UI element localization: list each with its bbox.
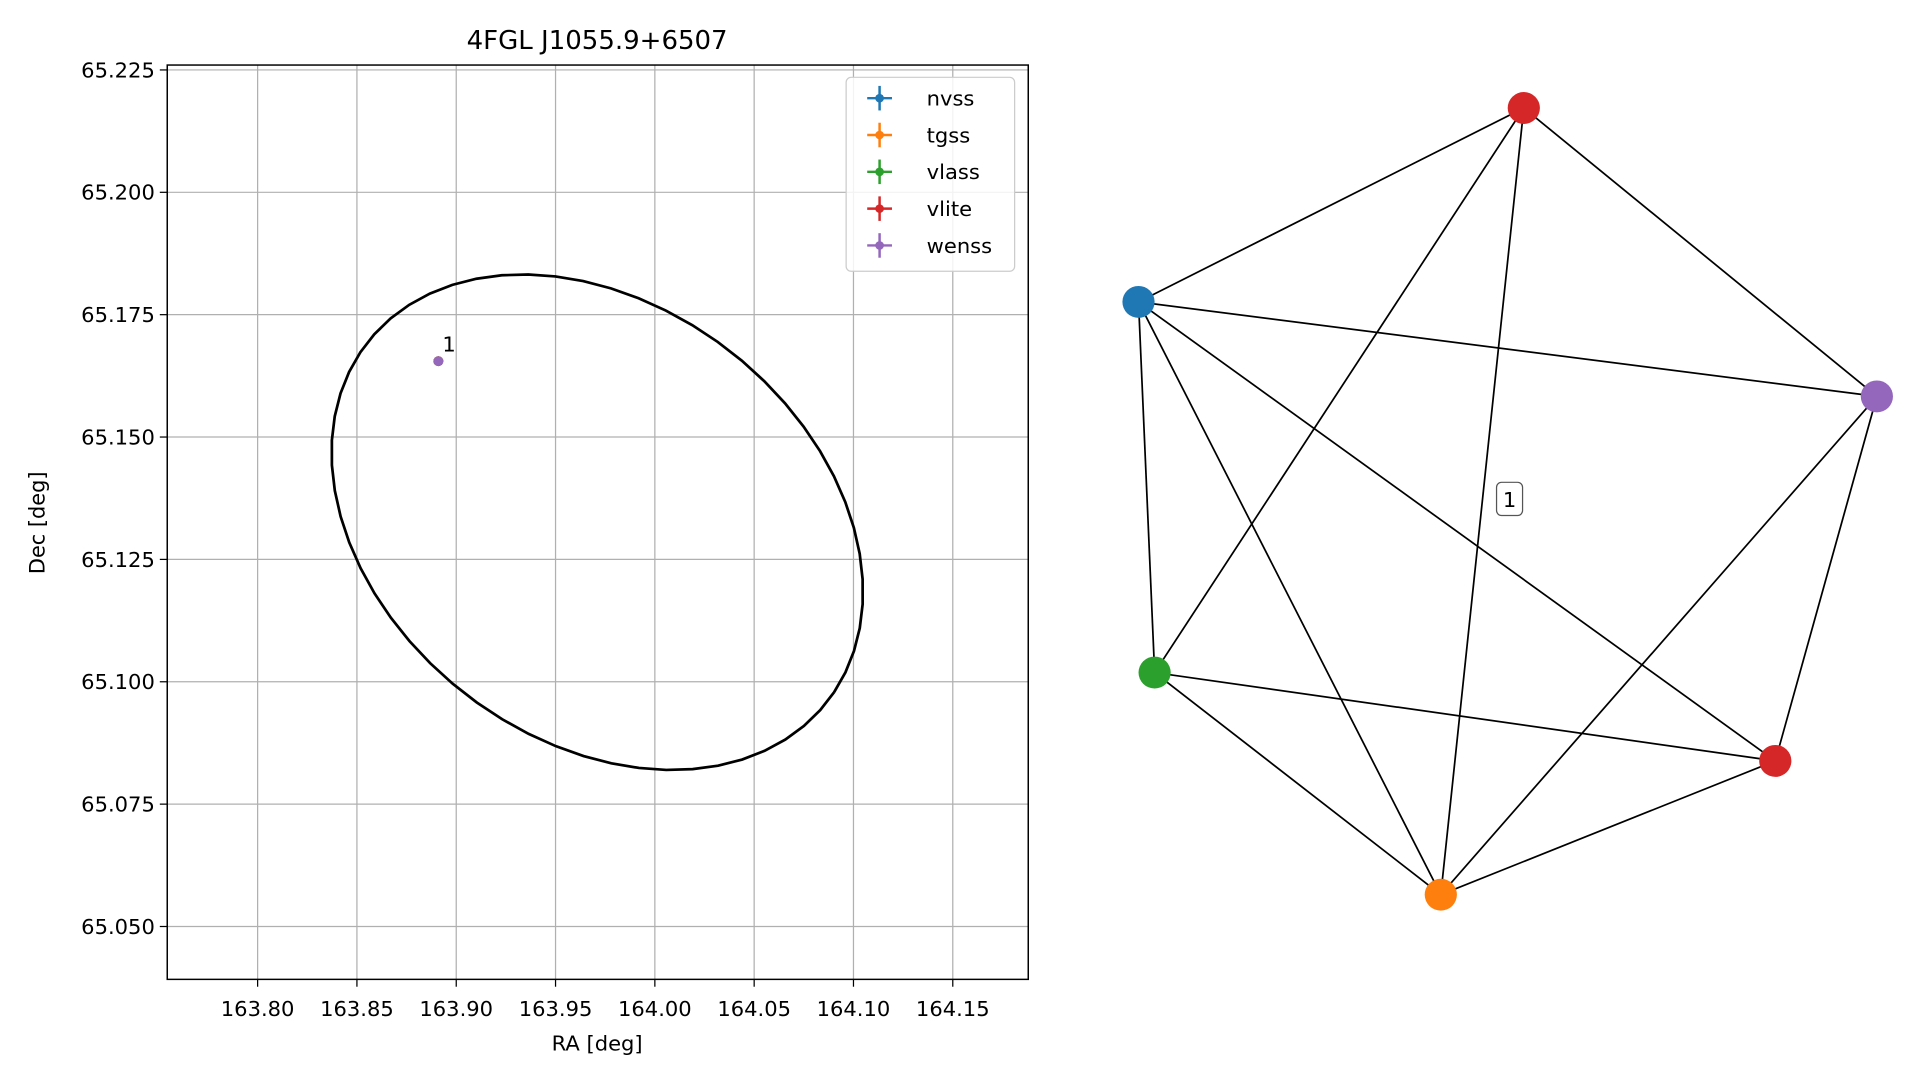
legend-marker bbox=[875, 93, 884, 103]
edge-label-box bbox=[1495, 481, 1524, 517]
edge bbox=[1138, 301, 1776, 762]
legend-label: nvss bbox=[927, 87, 975, 111]
edge bbox=[1440, 395, 1878, 896]
x-tick-label: 164.10 bbox=[817, 997, 891, 1021]
error-ellipse bbox=[330, 273, 865, 772]
edge-label: 1 bbox=[1503, 488, 1516, 512]
legend-marker bbox=[875, 204, 884, 213]
y-tick-label: 65.100 bbox=[81, 670, 155, 694]
x-axis-label: RA [deg] bbox=[552, 1032, 643, 1056]
x-tick-label: 164.15 bbox=[916, 997, 990, 1021]
legend-label: vlite bbox=[927, 197, 972, 221]
y-tick-label: 65.075 bbox=[81, 793, 155, 817]
y-tick-label: 65.200 bbox=[81, 181, 155, 205]
node bbox=[1759, 744, 1792, 777]
node bbox=[1424, 878, 1457, 911]
edge bbox=[1440, 760, 1776, 896]
annotation: 1 bbox=[442, 332, 455, 356]
legend-label: wenss bbox=[927, 234, 992, 258]
legend-label: tgss bbox=[927, 123, 971, 147]
legend-marker bbox=[875, 130, 884, 140]
node bbox=[1138, 656, 1171, 689]
legend-box bbox=[845, 76, 1016, 272]
edge bbox=[1154, 671, 1442, 896]
edge bbox=[1137, 301, 1442, 896]
x-tick-label: 164.00 bbox=[618, 997, 692, 1021]
edge bbox=[1774, 396, 1878, 762]
node bbox=[1122, 285, 1155, 318]
edge bbox=[1153, 107, 1525, 674]
plot-frame bbox=[166, 64, 1030, 981]
legend-label: vlass bbox=[927, 160, 980, 184]
y-tick-label: 65.125 bbox=[81, 548, 155, 572]
y-tick-label: 65.150 bbox=[81, 425, 155, 449]
legend-marker bbox=[875, 167, 884, 177]
x-tick-label: 163.85 bbox=[320, 997, 394, 1021]
y-axis-label: Dec [deg] bbox=[26, 472, 50, 575]
legend-marker bbox=[875, 241, 884, 250]
edge bbox=[1523, 107, 1878, 398]
node bbox=[1507, 92, 1540, 124]
edge bbox=[1138, 301, 1877, 398]
data-point bbox=[433, 356, 444, 367]
y-tick-label: 65.175 bbox=[81, 303, 155, 327]
x-tick-label: 163.90 bbox=[419, 997, 493, 1021]
x-tick-label: 163.95 bbox=[519, 997, 593, 1021]
y-tick-label: 65.225 bbox=[81, 58, 155, 82]
x-tick-label: 163.80 bbox=[221, 997, 295, 1021]
edge bbox=[1137, 301, 1156, 673]
y-tick-label: 65.050 bbox=[81, 915, 155, 939]
x-tick-label: 164.05 bbox=[717, 997, 791, 1021]
node bbox=[1860, 380, 1893, 413]
edge bbox=[1439, 107, 1525, 895]
edge bbox=[1138, 107, 1525, 303]
chart-title: 4FGL J1055.9+6507 bbox=[467, 26, 728, 56]
edge bbox=[1154, 671, 1776, 762]
